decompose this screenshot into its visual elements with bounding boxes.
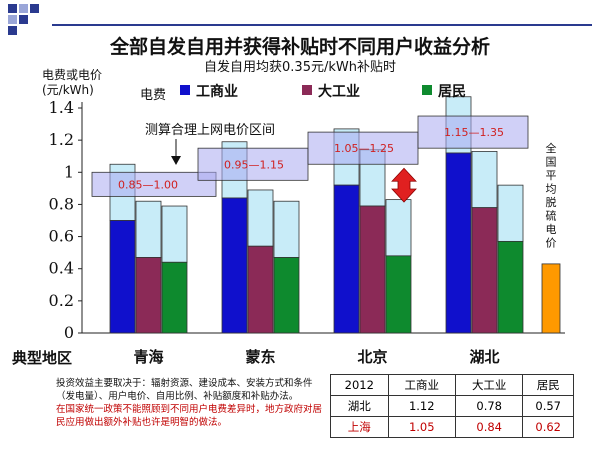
y-tick-label: 0.8 <box>49 194 74 213</box>
legend-label: 大工业 <box>318 83 360 100</box>
vertical-label-char: 平 <box>546 169 557 182</box>
y-axis-label-line2: (元/kWh) <box>42 83 94 97</box>
y-tick-label: 1 <box>64 162 74 181</box>
table-row: 上海 1.05 0.84 0.62 <box>330 416 574 438</box>
table-cell: 0.57 <box>522 395 574 417</box>
bar-large-industry <box>359 205 386 334</box>
table-row: 湖北 1.12 0.78 0.57 <box>330 395 574 417</box>
y-axis-label-line1: 电费或电价 <box>42 68 103 82</box>
bar-subsidy <box>497 184 524 242</box>
vertical-label-char: 硫 <box>546 209 557 223</box>
price-table: 2012 工商业 大工业 居民 湖北 1.12 0.78 0.57 上海 1.0… <box>330 374 574 438</box>
bar-subsidy <box>385 199 412 257</box>
range-annotation: 测算合理上网电价区间 <box>145 123 275 138</box>
bar-commercial <box>333 184 360 334</box>
table-cell: 1.05 <box>387 416 456 438</box>
bar-subsidy <box>161 205 188 263</box>
bar-commercial <box>445 152 472 334</box>
legend-label: 工商业 <box>196 83 238 100</box>
category-label: 北京 <box>357 348 387 366</box>
legend-prefix: 电费 <box>140 88 167 103</box>
grid-price-range-box <box>197 147 309 181</box>
bar-subsidy <box>247 189 274 247</box>
header-rule <box>52 24 592 26</box>
y-tick-label: 0.6 <box>49 227 74 246</box>
table-header-row: 2012 工商业 大工业 居民 <box>330 374 574 396</box>
bar-large-industry <box>247 245 274 334</box>
category-label: 青海 <box>133 348 163 366</box>
bar-subsidy <box>471 150 498 209</box>
vertical-label-char: 电 <box>546 223 557 236</box>
bar-residential <box>385 255 412 334</box>
table-cell: 1.12 <box>387 395 456 417</box>
y-tick-label: 1.2 <box>49 130 74 149</box>
vertical-label-char: 价 <box>546 237 557 250</box>
table-header-cell: 大工业 <box>454 374 524 396</box>
table-header-cell: 2012 <box>330 374 389 396</box>
footnote-line2: 在国家统一政策不能照顾到不同用户电费差异时，地方政府对居民应用做出额外补贴也许是… <box>56 404 323 428</box>
table-header-cell: 工商业 <box>387 374 456 396</box>
footnote: 投资效益主要取决于：辐射资源、建设成本、安装方式和条件（发电量）、用户电价、自用… <box>56 377 326 429</box>
table-cell: 0.78 <box>454 395 524 417</box>
corner-decoration <box>8 4 52 44</box>
legend-swatch <box>302 85 312 95</box>
bar-large-industry <box>471 207 498 334</box>
legend-swatch <box>422 85 432 95</box>
table-cell: 0.62 <box>522 416 574 438</box>
range-label: 1.15—1.35 <box>444 126 504 139</box>
bar-subsidy <box>135 200 162 258</box>
y-axis-label: 电费或电价 (元/kWh) <box>42 68 102 98</box>
table-cell: 0.84 <box>454 416 524 438</box>
y-tick-label: 0.2 <box>49 291 74 310</box>
vertical-label-bg <box>541 140 561 240</box>
grid-price-range-box <box>417 115 529 149</box>
annotation-arrow-head <box>171 156 181 165</box>
bar-large-industry <box>135 257 162 334</box>
y-tick-label: 0 <box>64 323 74 342</box>
grid-price-range-box <box>91 171 217 197</box>
y-tick-label: 1.4 <box>49 98 74 117</box>
range-label: 0.95—1.15 <box>224 158 284 171</box>
category-label: 蒙东 <box>245 348 275 366</box>
page-title: 全部自发自用并获得补贴时不同用户收益分析 <box>109 36 490 58</box>
bar-residential <box>273 257 300 334</box>
legend-swatch <box>180 85 190 95</box>
range-label: 1.05—1.25 <box>334 142 394 155</box>
y-tick-label: 0.4 <box>49 259 74 278</box>
bar-commercial <box>221 197 248 334</box>
table-cell: 湖北 <box>330 395 389 417</box>
range-label: 0.85—1.00 <box>118 178 178 191</box>
table-cell: 上海 <box>330 416 389 438</box>
x-axis-title: 典型地区 <box>12 349 73 367</box>
footnote-line1: 投资效益主要取决于：辐射资源、建设成本、安装方式和条件（发电量）、用户电价、自用… <box>56 378 313 402</box>
vertical-label-char: 均 <box>546 183 557 196</box>
bar-desulfurization <box>541 263 561 334</box>
difference-arrow <box>391 167 417 203</box>
bar-residential <box>161 261 188 334</box>
table-header-cell: 居民 <box>522 374 574 396</box>
bar-commercial <box>109 220 136 334</box>
legend-label: 居民 <box>438 84 466 100</box>
bar-residential <box>497 240 524 334</box>
vertical-label-char: 国 <box>546 156 557 169</box>
page-subtitle: 自发自用均获0.35元/kWh补贴时 <box>204 60 396 75</box>
vertical-label-char: 脱 <box>546 195 557 209</box>
category-label: 湖北 <box>469 348 499 366</box>
grid-price-range-box <box>307 131 419 165</box>
vertical-label-char: 全 <box>546 141 557 155</box>
bar-subsidy <box>273 200 300 258</box>
